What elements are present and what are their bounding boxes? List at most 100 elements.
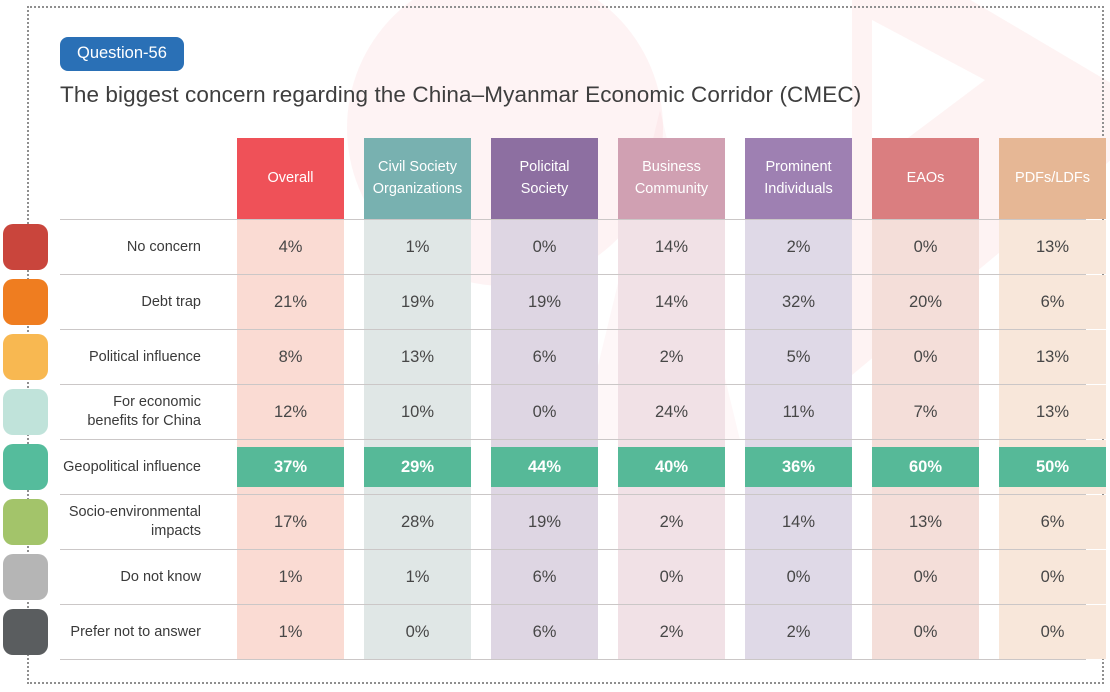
table-row-prefer-not-to-answer: Prefer not to answer 1% 0% 6% 2% 2% 0% 0% <box>60 605 1106 660</box>
table-row-geopolitical-influence: Geopolitical influence 37% 29% 44% 40% 36% 60%… <box>60 440 1106 495</box>
column-header-pdfs-ldfs: PDFs/LDFs <box>999 138 1106 219</box>
row-marker <box>3 389 48 435</box>
table-row-socio-environmental-impacts: Socio-environmental impacts 17% 28% 19% 2% 14… <box>60 495 1106 550</box>
row-label: Socio-environmental impacts <box>68 504 201 539</box>
value-cell: 28% <box>364 495 471 549</box>
question-badge: Question-56 <box>60 37 184 71</box>
value-cell: 32% <box>745 275 852 329</box>
value-cell: 29% <box>364 440 471 494</box>
value-cell: 4% <box>237 220 344 274</box>
value-cell: 14% <box>745 495 852 549</box>
highlighted-value: 37% <box>237 447 344 487</box>
value-cell: 14% <box>618 220 725 274</box>
row-label: For economic benefits for China <box>87 394 201 429</box>
value-cell: 21% <box>237 275 344 329</box>
row-marker <box>3 444 48 490</box>
highlighted-value: 29% <box>364 447 471 487</box>
value-cell: 0% <box>364 605 471 659</box>
value-cell: 6% <box>999 495 1106 549</box>
value-cell: 1% <box>237 605 344 659</box>
value-cell: 5% <box>745 330 852 384</box>
value-cell: 0% <box>491 220 598 274</box>
highlighted-value: 60% <box>872 447 979 487</box>
row-label: No concern <box>126 238 201 255</box>
row-label: Prefer not to answer <box>70 623 201 640</box>
table-row-debt-trap: Debt trap 21% 19% 19% 14% 32% 20% 6% <box>60 275 1106 330</box>
row-markers <box>3 224 48 664</box>
value-cell: 8% <box>237 330 344 384</box>
value-cell: 44% <box>491 440 598 494</box>
value-cell: 50% <box>999 440 1106 494</box>
table-row-political-influence: Political influence 8% 13% 6% 2% 5% 0% 13% <box>60 330 1106 385</box>
value-cell: 40% <box>618 440 725 494</box>
header-label-spacer <box>60 138 217 219</box>
value-cell: 60% <box>872 440 979 494</box>
value-cell: 10% <box>364 385 471 439</box>
table-row-no-concern: No concern 4% 1% 0% 14% 2% 0% 13% <box>60 220 1106 275</box>
row-marker <box>3 279 48 325</box>
row-marker <box>3 499 48 545</box>
column-header-civil-society-organizations: Civil Society Organizations <box>364 138 471 219</box>
value-cell: 12% <box>237 385 344 439</box>
value-cell: 2% <box>618 605 725 659</box>
value-cell: 17% <box>237 495 344 549</box>
value-cell: 37% <box>237 440 344 494</box>
value-cell: 0% <box>872 605 979 659</box>
value-cell: 2% <box>745 220 852 274</box>
value-cell: 1% <box>237 550 344 604</box>
table-row-do-not-know: Do not know 1% 1% 6% 0% 0% 0% 0% <box>60 550 1106 605</box>
highlighted-value: 50% <box>999 447 1106 487</box>
row-marker <box>3 334 48 380</box>
value-cell: 20% <box>872 275 979 329</box>
row-label: Geopolitical influence <box>63 458 201 475</box>
highlighted-value: 40% <box>618 447 725 487</box>
value-cell: 1% <box>364 550 471 604</box>
value-cell: 6% <box>491 330 598 384</box>
value-cell: 19% <box>491 495 598 549</box>
column-header-eaos: EAOs <box>872 138 979 219</box>
column-header-prominent-individuals: Prominent Individuals <box>745 138 852 219</box>
row-marker <box>3 554 48 600</box>
column-header-policital-society: Policital Society <box>491 138 598 219</box>
value-cell: 0% <box>999 605 1106 659</box>
value-cell: 19% <box>491 275 598 329</box>
value-cell: 2% <box>618 495 725 549</box>
value-cell: 0% <box>872 330 979 384</box>
value-cell: 2% <box>618 330 725 384</box>
value-cell: 0% <box>745 550 852 604</box>
table-body: No concern 4% 1% 0% 14% 2% 0% 13% Debt trap 21% 19… <box>60 220 1106 660</box>
value-cell: 13% <box>999 330 1106 384</box>
row-marker <box>3 224 48 270</box>
survey-table: Overall Civil Society Organizations Polici… <box>60 138 1106 660</box>
value-cell: 6% <box>999 275 1106 329</box>
value-cell: 1% <box>364 220 471 274</box>
value-cell: 13% <box>872 495 979 549</box>
value-cell: 24% <box>618 385 725 439</box>
table-row-for-economic-benefits-for-china: For economic benefits for China 12% 10% 0% 2… <box>60 385 1106 440</box>
column-header-business-community: Business Community <box>618 138 725 219</box>
value-cell: 13% <box>999 385 1106 439</box>
table-header-row: Overall Civil Society Organizations Polici… <box>60 138 1106 220</box>
column-header-overall: Overall <box>237 138 344 219</box>
value-cell: 2% <box>745 605 852 659</box>
value-cell: 0% <box>872 220 979 274</box>
highlighted-value: 36% <box>745 447 852 487</box>
value-cell: 6% <box>491 550 598 604</box>
value-cell: 0% <box>618 550 725 604</box>
value-cell: 6% <box>491 605 598 659</box>
value-cell: 11% <box>745 385 852 439</box>
value-cell: 13% <box>364 330 471 384</box>
value-cell: 0% <box>999 550 1106 604</box>
value-cell: 36% <box>745 440 852 494</box>
value-cell: 7% <box>872 385 979 439</box>
row-label: Political influence <box>88 348 201 365</box>
page-title: The biggest concern regarding the China–… <box>60 82 862 107</box>
value-cell: 0% <box>872 550 979 604</box>
value-cell: 14% <box>618 275 725 329</box>
row-label: Debt trap <box>141 293 201 310</box>
row-marker <box>3 609 48 655</box>
highlighted-value: 44% <box>491 447 598 487</box>
value-cell: 19% <box>364 275 471 329</box>
row-label: Do not know <box>120 568 201 585</box>
